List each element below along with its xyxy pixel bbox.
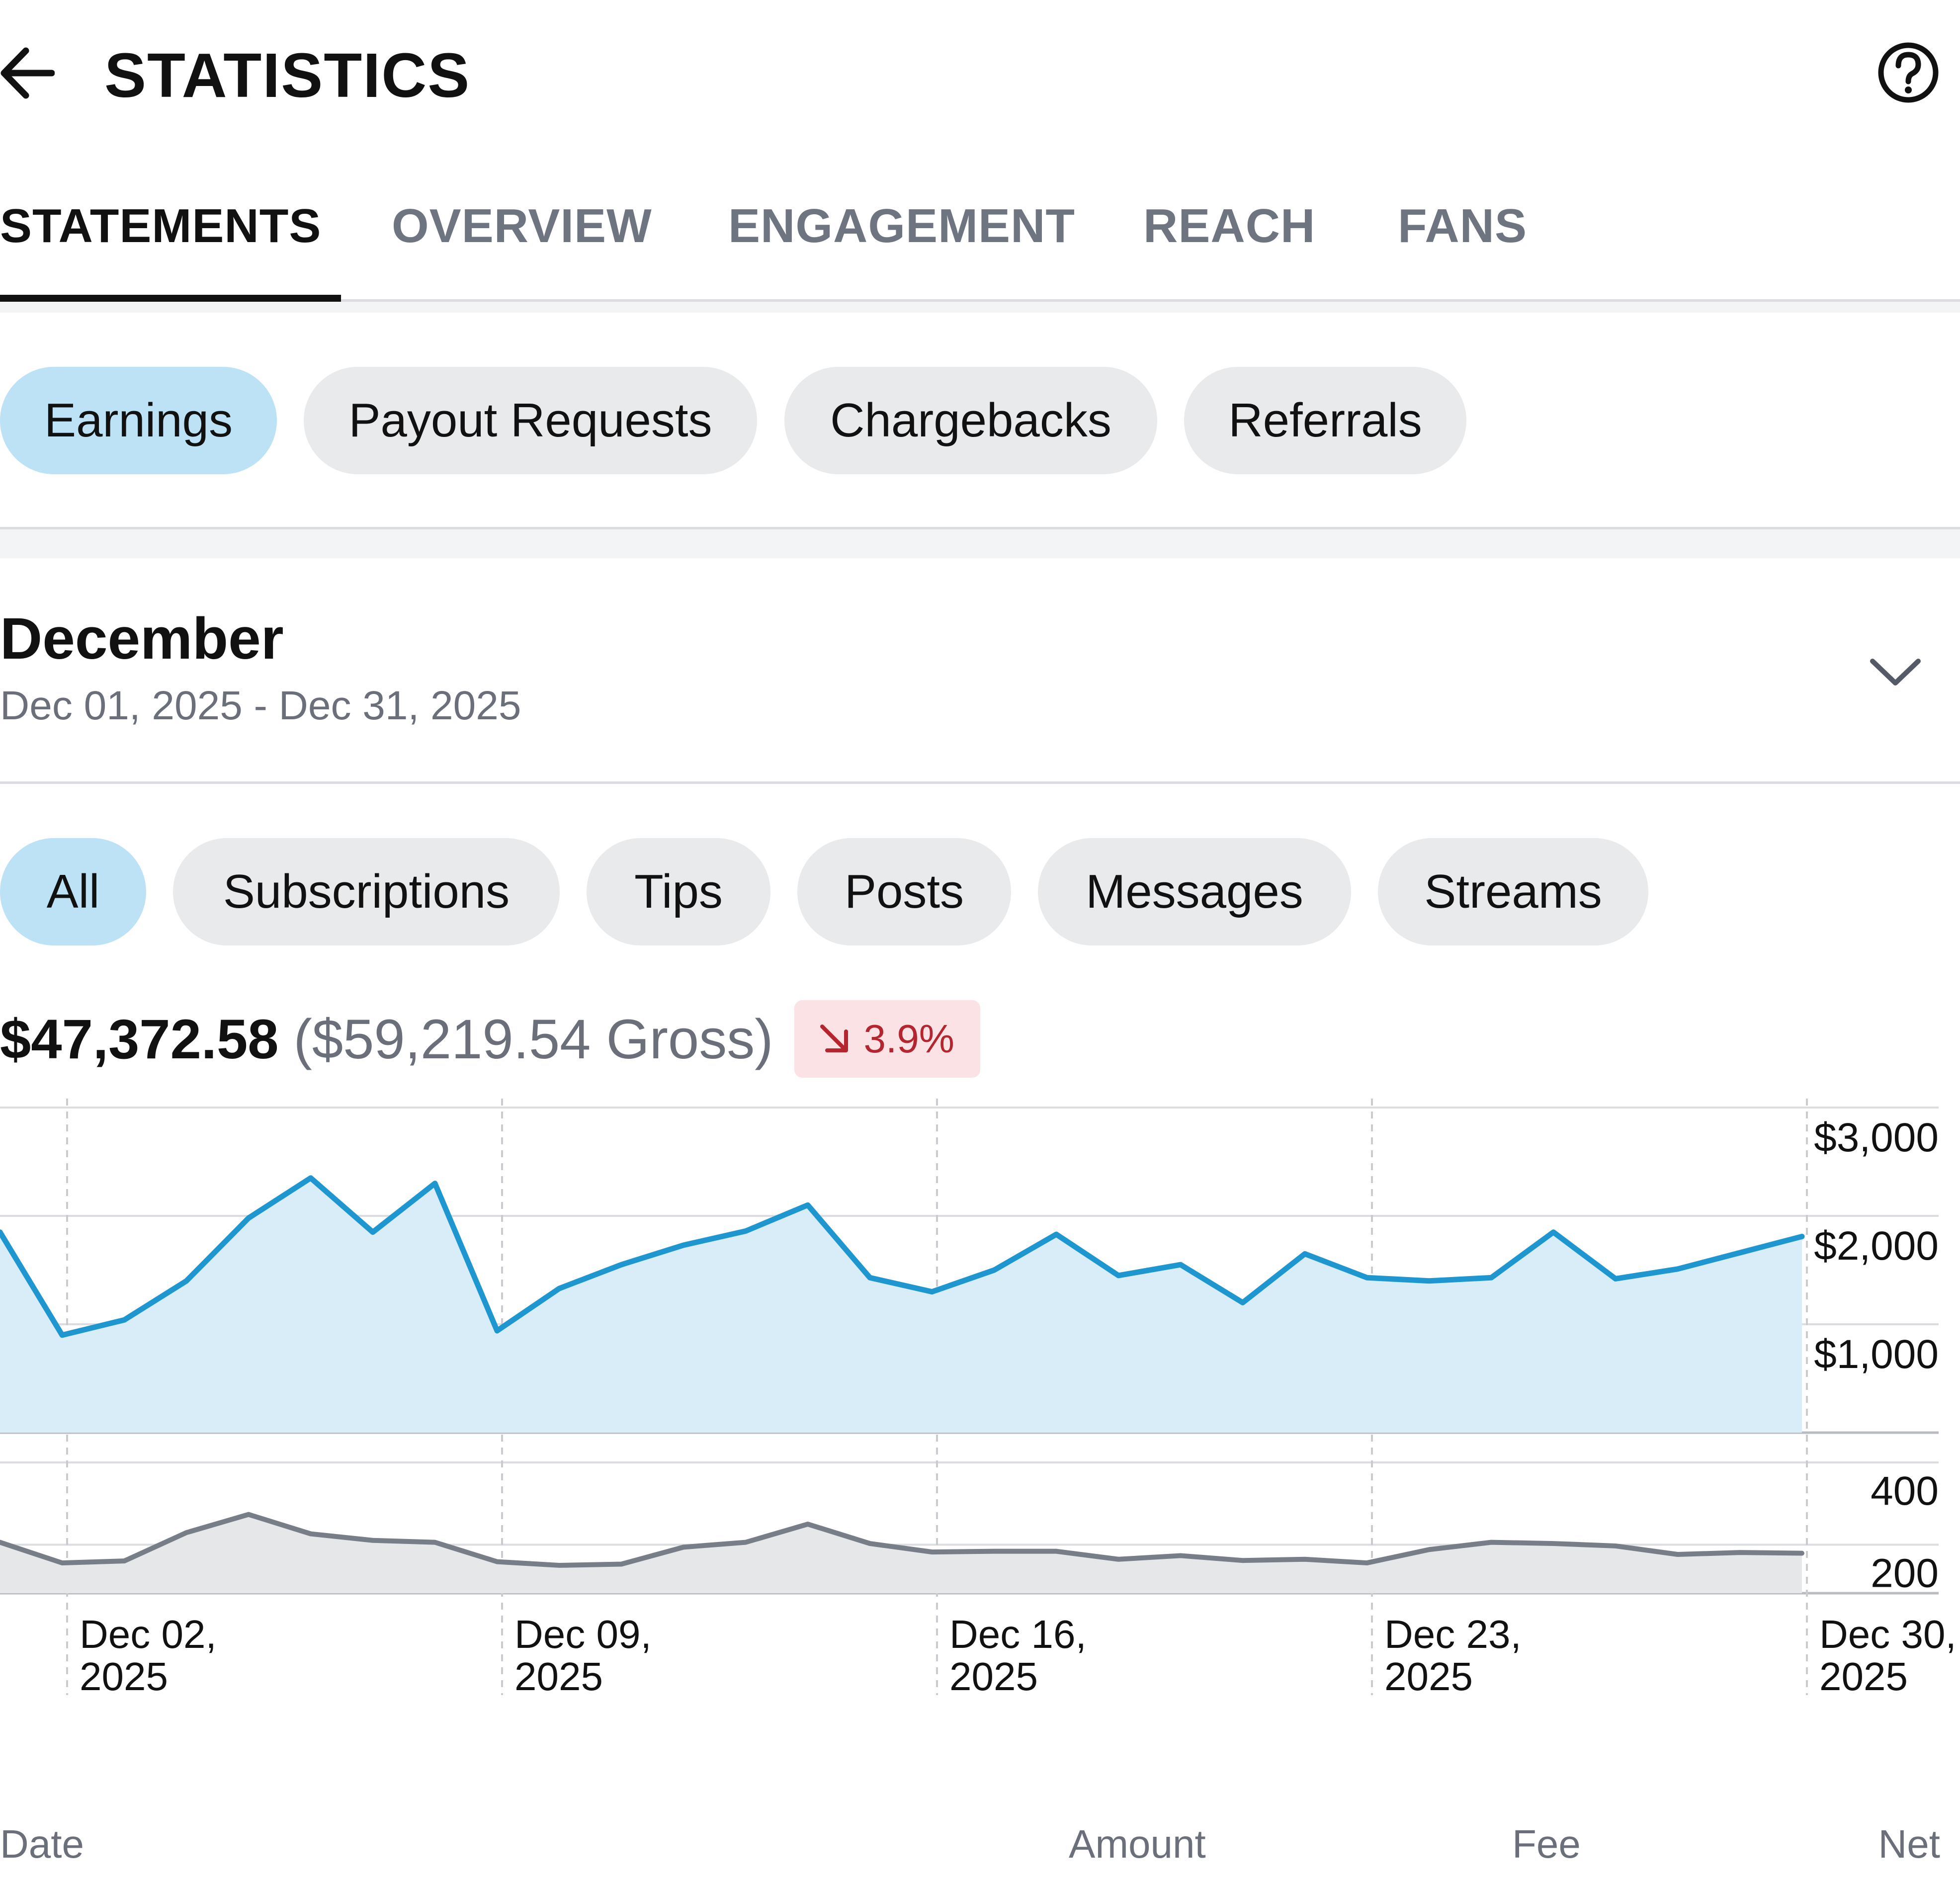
filter-messages[interactable]: Messages <box>1038 838 1351 945</box>
change-percent: 3.9% <box>863 1017 954 1061</box>
earnings-summary: $47,372.58 ($59,219.54 Gross) 3.9% <box>0 999 980 1079</box>
filter-earnings[interactable]: Earnings <box>0 367 277 474</box>
filter-subscriptions[interactable]: Subscriptions <box>173 838 560 945</box>
period-range: Dec 01, 2025 - Dec 31, 2025 <box>0 683 521 728</box>
tab-statements[interactable]: STATEMENTS <box>0 199 322 253</box>
filter-streams[interactable]: Streams <box>1378 838 1648 945</box>
column-header-date[interactable]: Date <box>0 1822 84 1866</box>
filter-payout-requests[interactable]: Payout Requests <box>304 367 757 474</box>
x-tick-label: Dec 09, <box>514 1612 652 1656</box>
net-total: $47,372.58 <box>0 1008 279 1070</box>
y-tick-label: 200 <box>1871 1551 1939 1596</box>
statement-type-filter: Earnings Payout Requests Chargebacks Ref… <box>0 367 1960 474</box>
chevron-down-icon <box>1870 659 1921 685</box>
transactions-line <box>0 1512 1804 1568</box>
section-divider <box>0 529 1960 558</box>
arrow-left-icon <box>0 47 55 99</box>
arrow-down-right-icon <box>820 1025 848 1052</box>
gross-total: ($59,219.54 Gross) <box>293 1008 773 1070</box>
x-tick-label: Dec 23, <box>1384 1612 1522 1656</box>
x-tick-label: 2025 <box>80 1654 168 1699</box>
category-filter: All Subscriptions Tips Posts Messages St… <box>0 838 1960 945</box>
active-tab-indicator <box>0 295 341 302</box>
y-tick-label: $3,000 <box>1814 1115 1939 1160</box>
x-tick-label: Dec 16, <box>949 1612 1087 1656</box>
chart-series <box>0 1175 1805 1593</box>
period-title: December <box>0 606 284 672</box>
page-title: STATISTICS <box>104 40 471 110</box>
tab-reach[interactable]: REACH <box>1143 199 1316 253</box>
filter-chargebacks[interactable]: Chargebacks <box>784 367 1157 474</box>
y-tick-label: 400 <box>1871 1468 1939 1514</box>
y-tick-label: $2,000 <box>1814 1223 1939 1269</box>
x-tick-label: Dec 02, <box>80 1612 217 1656</box>
change-badge: 3.9% <box>794 1000 980 1078</box>
tab-overview[interactable]: OVERVIEW <box>392 199 652 253</box>
x-tick-label: 2025 <box>1819 1654 1908 1699</box>
transactions-area <box>0 1514 1802 1593</box>
filter-referrals[interactable]: Referrals <box>1184 367 1466 474</box>
x-tick-label: 2025 <box>514 1654 603 1699</box>
x-tick-label: 2025 <box>1384 1654 1473 1699</box>
divider <box>0 527 1960 529</box>
filter-tips[interactable]: Tips <box>587 838 770 945</box>
tab-bar: STATEMENTS OVERVIEW ENGAGEMENT REACH FAN… <box>0 189 1960 302</box>
divider <box>0 781 1960 784</box>
help-button[interactable] <box>1876 41 1940 104</box>
question-circle-icon <box>1878 42 1939 103</box>
filter-posts[interactable]: Posts <box>797 838 1011 945</box>
section-divider <box>0 302 1960 313</box>
column-header-amount[interactable]: Amount <box>1069 1822 1206 1866</box>
tab-fans[interactable]: FANS <box>1398 199 1528 253</box>
column-header-net[interactable]: Net <box>1878 1822 1941 1866</box>
earnings-area <box>0 1178 1802 1433</box>
x-tick-label: Dec 30, <box>1819 1612 1957 1656</box>
earnings-line <box>0 1175 1805 1338</box>
y-tick-label: $1,000 <box>1814 1332 1939 1377</box>
period-dropdown-button[interactable] <box>1866 646 1925 696</box>
column-header-fee[interactable]: Fee <box>1512 1822 1581 1866</box>
x-tick-label: 2025 <box>949 1654 1038 1699</box>
filter-all[interactable]: All <box>0 838 146 945</box>
tab-engagement[interactable]: ENGAGEMENT <box>728 199 1076 253</box>
back-button[interactable] <box>0 41 55 105</box>
